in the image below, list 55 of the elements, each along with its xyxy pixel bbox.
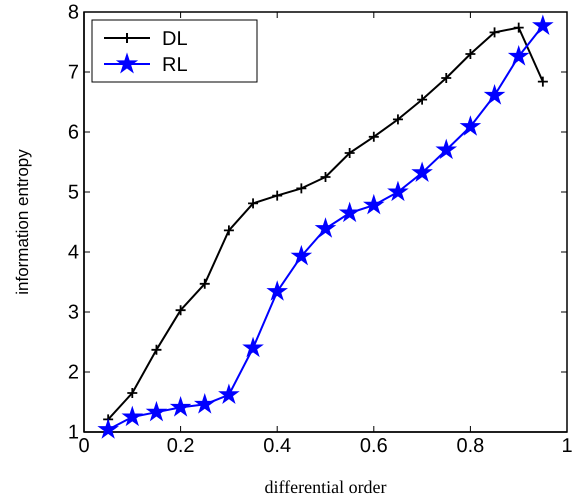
x-tick-label: 0.8	[456, 435, 484, 458]
point	[536, 76, 549, 88]
x-tick-label: 0.2	[166, 435, 195, 458]
point	[271, 190, 284, 202]
y-tick-label: 6	[68, 121, 79, 144]
point	[413, 163, 432, 181]
x-axis-title: differential order	[264, 477, 387, 497]
point	[220, 385, 238, 403]
point	[461, 117, 480, 134]
point	[488, 26, 500, 38]
legend-label: RL	[162, 54, 188, 76]
point	[268, 282, 286, 300]
point	[223, 224, 235, 236]
point	[292, 246, 310, 264]
point	[440, 72, 452, 84]
point	[295, 182, 308, 194]
point	[392, 114, 404, 126]
y-tick-label: 5	[68, 181, 79, 204]
point	[196, 395, 214, 412]
y-tick-label: 3	[68, 301, 79, 324]
point	[150, 344, 162, 356]
point	[172, 398, 190, 416]
point	[148, 402, 166, 420]
point	[534, 16, 552, 34]
point	[174, 304, 186, 316]
point	[364, 196, 383, 213]
x-tick-label: 0.6	[360, 435, 388, 458]
x-tick-label: 0.4	[263, 435, 292, 458]
point	[244, 338, 262, 356]
point	[316, 219, 334, 236]
point	[340, 204, 359, 221]
point	[464, 48, 476, 60]
point	[437, 140, 456, 158]
point	[512, 22, 525, 34]
point	[510, 47, 528, 64]
point	[344, 147, 356, 159]
point	[99, 420, 118, 438]
x-tick-label: 1	[561, 435, 573, 458]
y-tick-label: 8	[68, 1, 79, 24]
legend-label: DL	[162, 28, 188, 50]
point	[389, 182, 407, 200]
point	[247, 198, 259, 210]
point	[123, 408, 142, 425]
point	[416, 94, 428, 106]
point	[126, 387, 138, 399]
y-tick-label: 1	[68, 421, 79, 444]
y-tick-label: 7	[68, 61, 79, 84]
y-axis-title: information entropy	[13, 148, 32, 295]
y-tick-label: 2	[68, 361, 79, 384]
x-tick-label: 0	[78, 435, 90, 458]
y-tick-label: 4	[68, 241, 79, 264]
point	[198, 278, 211, 290]
point	[486, 86, 504, 104]
point	[320, 171, 332, 183]
point	[368, 130, 380, 143]
